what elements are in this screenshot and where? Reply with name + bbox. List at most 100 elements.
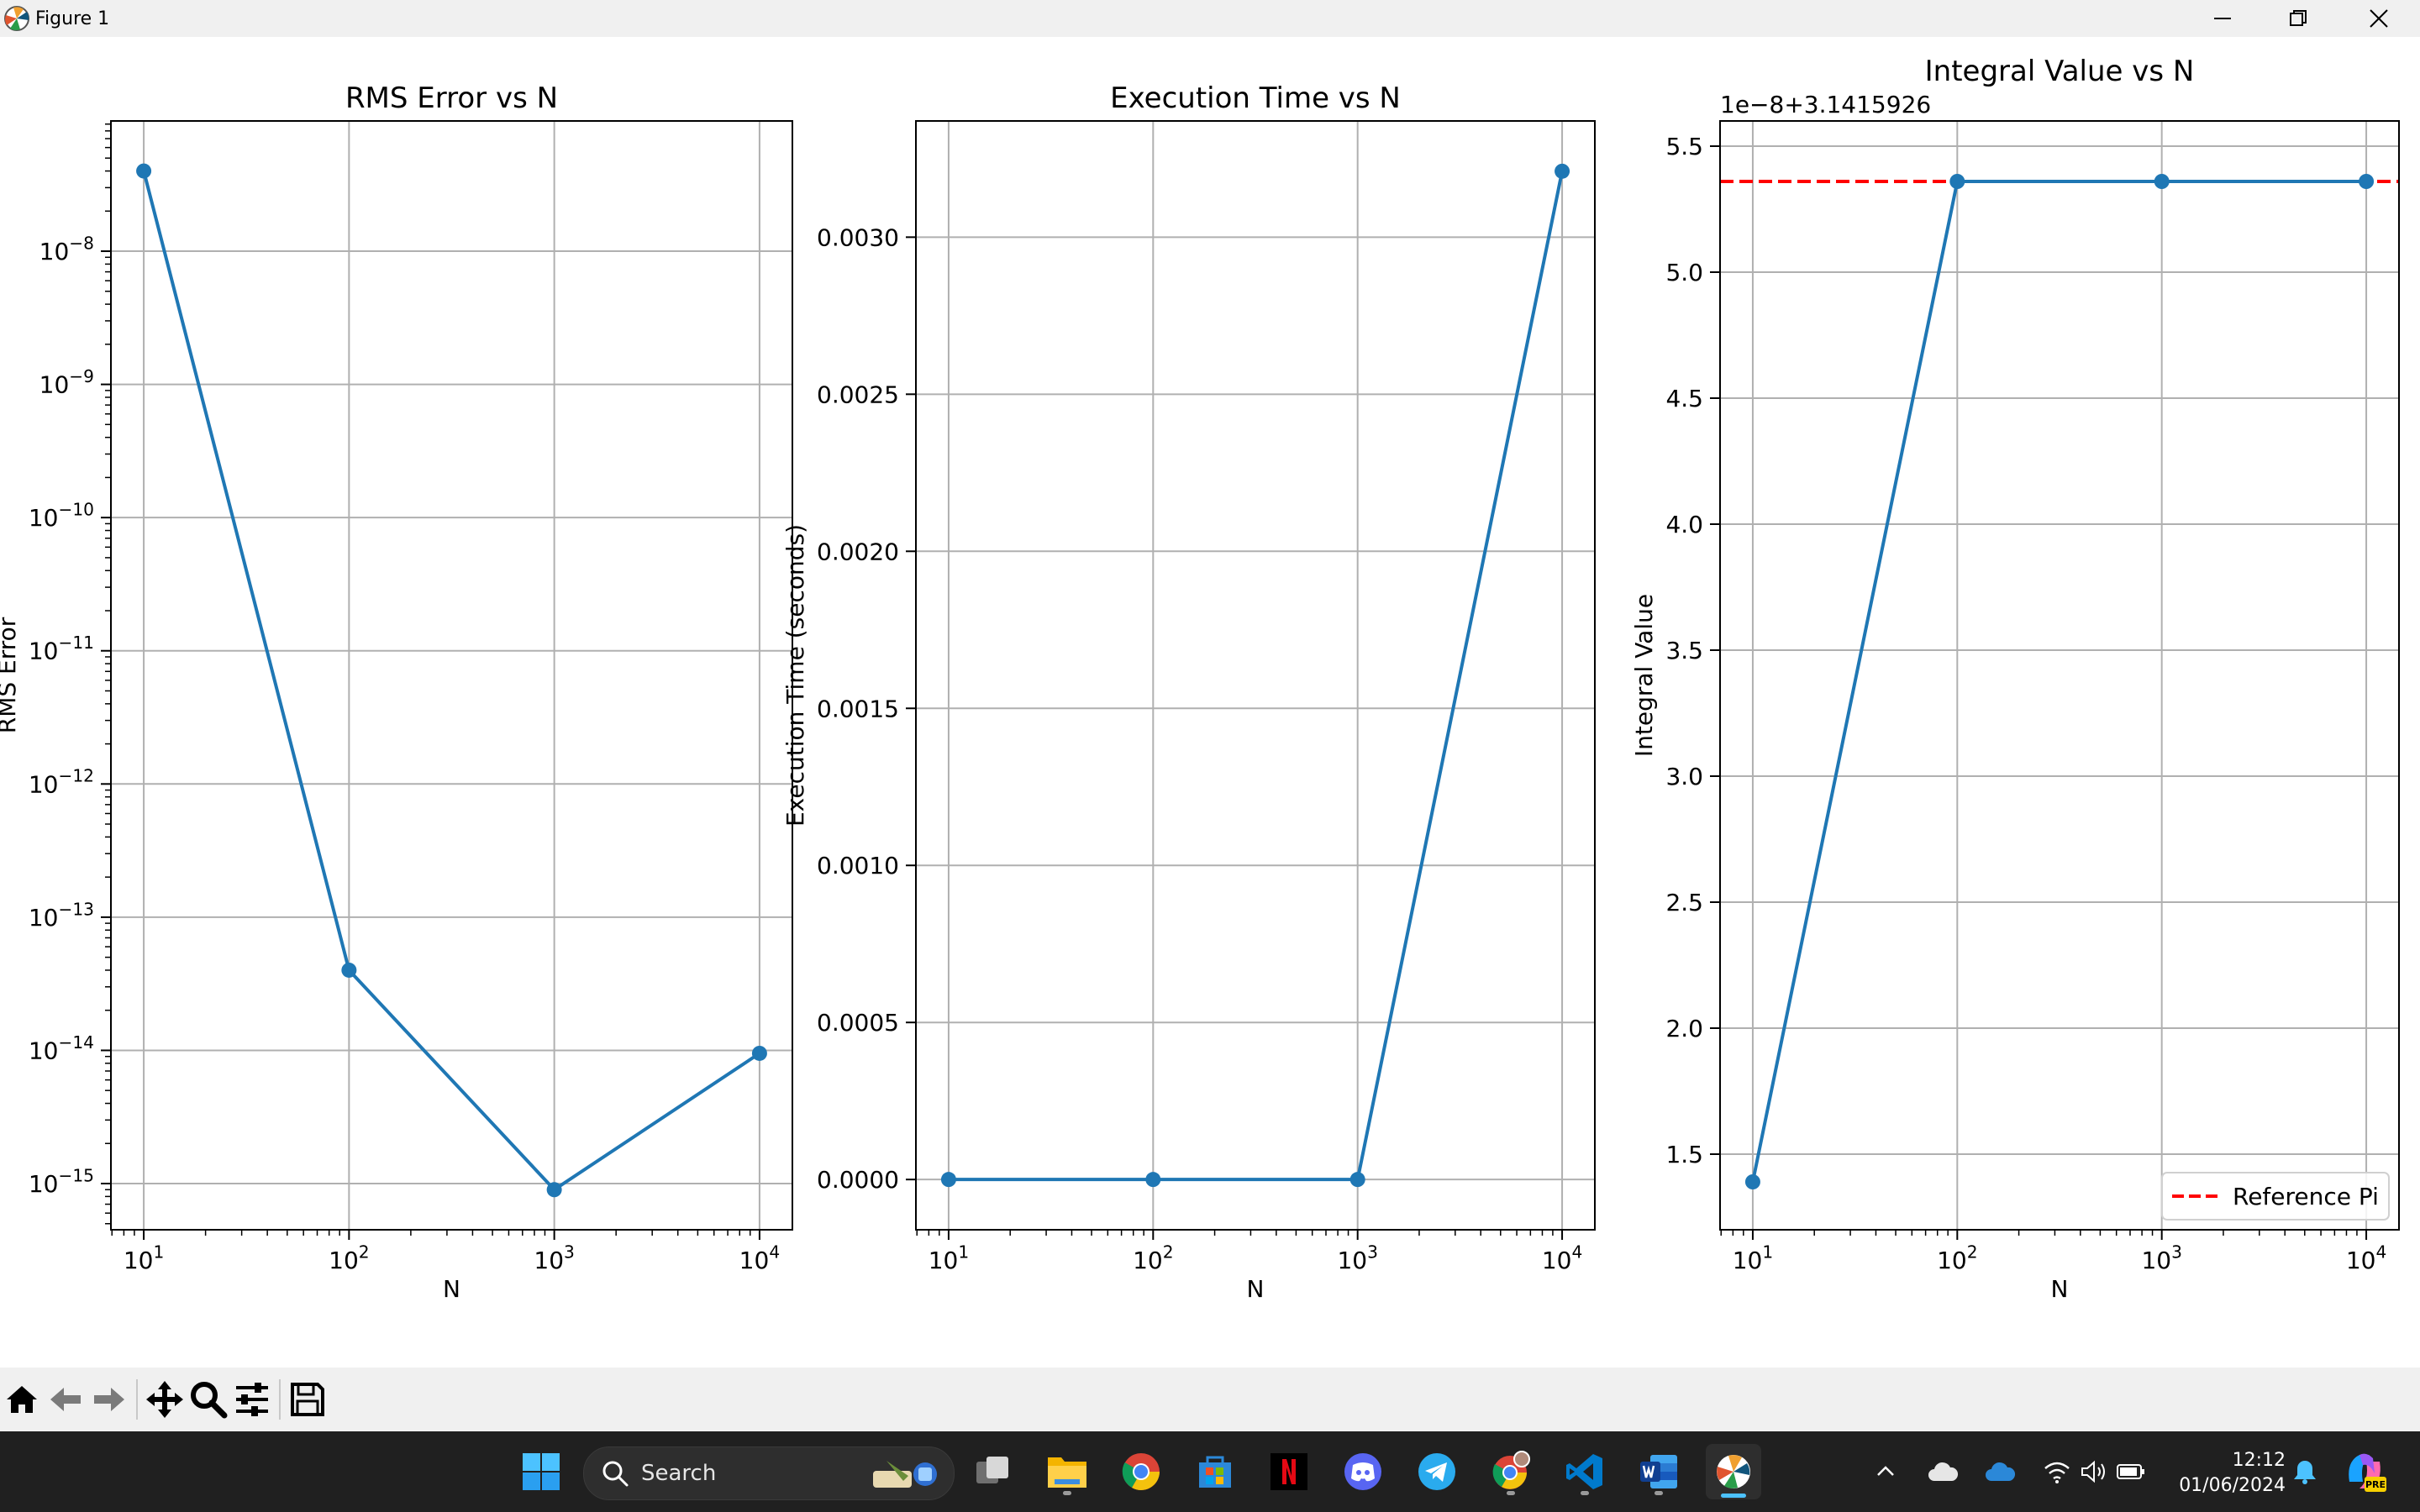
y-tick-label: 10−11 [29,633,94,665]
x-tick-label: 101 [124,1242,164,1274]
telegram-button[interactable] [1412,1446,1462,1497]
data-point [2359,174,2375,189]
wifi-button[interactable] [2039,1446,2075,1497]
legend-label: Reference Pi [2233,1183,2379,1210]
search-icon [602,1461,629,1487]
x-tick-label: 103 [1337,1242,1377,1274]
chevron-up-icon [1877,1466,1894,1476]
onedrive-button[interactable] [1981,1446,2018,1497]
back-arrow-icon [50,1388,81,1411]
x-tick-label: 101 [929,1242,969,1274]
chart-3: 101 102 103 104 1.5 2.0 2.5 3.0 3.5 4.0 4.5 5.0 5.5 I… [1630,55,2400,1303]
matplotlib-logo-icon [4,6,29,31]
x-tick-label: 102 [1133,1242,1173,1274]
x-tick-label: 104 [739,1242,780,1274]
series-line [948,171,1565,1182]
onedrive-personal-button[interactable] [1924,1446,1961,1497]
file-explorer-icon [1048,1457,1086,1488]
y-tick-label: 10−8 [39,233,94,265]
data-point [1349,1172,1365,1188]
file-explorer-button[interactable] [1042,1446,1092,1497]
data-point [751,1045,767,1061]
data-point [136,163,152,179]
chrome-button[interactable] [1116,1446,1166,1497]
microsoft-store-button[interactable] [1190,1446,1240,1497]
copilot-icon: PRE [2349,1453,2386,1492]
discord-button[interactable] [1338,1446,1388,1497]
axis-offset-text: 1e−8+3.1415926 [1720,91,1931,118]
legend-box [2161,1172,2390,1221]
word-icon [1640,1455,1677,1488]
chart-title: Integral Value vs N [1925,55,2195,88]
y-tick-label: 0.0005 [817,1009,899,1037]
vscode-button[interactable] [1560,1446,1610,1497]
data-point [546,1182,562,1198]
zoom-icon [191,1382,228,1419]
chart-1: 101 102 103 104 10−8 10−9 10−10 10−11 10−12 10−13… [0,81,793,1303]
netflix-button[interactable] [1264,1446,1314,1497]
chrome-profile-button[interactable] [1486,1446,1536,1497]
y-axis-label: Execution Time (seconds) [781,524,809,827]
y-tick-label: 1.5 [1665,1141,1703,1168]
y-tick-label: 0.0000 [817,1166,899,1194]
telegram-icon [1418,1453,1455,1490]
vscode-icon [1566,1454,1602,1489]
save-button[interactable] [286,1374,329,1425]
y-tick-label: 2.5 [1665,889,1703,916]
axes-frame [110,120,793,1231]
notifications-button[interactable] [2284,1446,2326,1497]
toolbar-separator [136,1379,138,1420]
y-axis-label: RMS Error [0,617,21,733]
forward-button[interactable] [87,1374,131,1425]
task-view-icon [976,1457,1008,1483]
figure-canvas[interactable]: 101 102 103 104 10−8 10−9 10−10 10−11 10−12 10−13… [0,37,2420,1368]
back-button[interactable] [44,1374,87,1425]
y-tick-label: 3.0 [1665,763,1703,790]
taskbar-search[interactable]: Search [583,1446,955,1500]
zoom-button[interactable] [187,1374,230,1425]
maximize-button[interactable] [2260,0,2336,37]
close-icon [2370,9,2388,28]
pan-button[interactable] [143,1374,187,1425]
battery-button[interactable] [2112,1446,2149,1497]
x-axis-label: N [1247,1275,1265,1303]
axes-frame [1719,120,2400,1231]
minimize-button[interactable] [2185,0,2260,37]
home-icon [7,1386,37,1413]
y-tick-label: 0.0020 [817,538,899,565]
configure-subplots-button[interactable] [230,1374,274,1425]
copilot-badge: PRE [2365,1479,2386,1490]
start-button[interactable] [516,1446,566,1497]
running-indicator [1581,1491,1589,1495]
y-tick-label: 2.0 [1665,1015,1703,1042]
legend: Reference Pi [2161,1172,2390,1221]
data-point [2154,174,2170,189]
running-indicator [1507,1491,1515,1495]
minimize-icon [2214,18,2231,19]
y-axis-label: Integral Value [1630,594,1658,757]
x-tick-label: 102 [329,1242,369,1274]
word-button[interactable] [1634,1446,1684,1497]
clock-date: 01/06/2024 [2179,1475,2286,1496]
show-hidden-icons-button[interactable] [1869,1446,1902,1497]
home-button[interactable] [0,1374,44,1425]
chrome-icon [1122,1453,1160,1490]
wifi-icon [2044,1462,2070,1483]
copilot-button[interactable]: PRE [2339,1446,2390,1497]
windows-start-icon [523,1453,560,1490]
matplotlib-taskbar-button[interactable] [1706,1444,1761,1499]
volume-button[interactable] [2075,1446,2112,1497]
configure-subplots-icon [236,1383,268,1416]
y-tick-label: 4.0 [1665,511,1703,538]
task-view-button[interactable] [968,1446,1018,1497]
chrome-profile-icon [1492,1451,1530,1489]
active-indicator [1721,1494,1746,1498]
system-clock[interactable]: 12:12 01/06/2024 [2168,1448,2286,1499]
y-tick-label: 10−10 [29,500,94,533]
y-tick-label: 3.5 [1665,637,1703,664]
close-button[interactable] [2341,0,2417,37]
y-tick-label: 5.0 [1665,259,1703,286]
axes-frame [915,120,1596,1231]
chart-title: RMS Error vs N [345,81,558,115]
x-axis-label: N [2051,1275,2069,1303]
